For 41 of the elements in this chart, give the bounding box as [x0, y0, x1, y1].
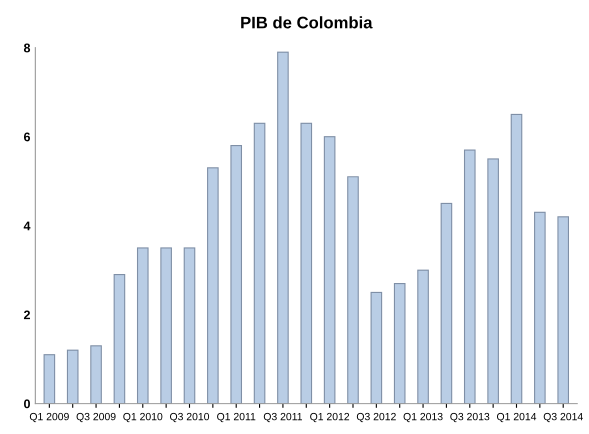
bar [114, 274, 126, 404]
bar [277, 52, 289, 404]
y-tick-label: 6 [24, 132, 30, 142]
bar [207, 167, 219, 404]
bar [347, 176, 359, 404]
x-tick-label: Q3 2013 [450, 412, 490, 422]
bar [66, 350, 79, 404]
y-tick-label: 0 [24, 399, 30, 408]
bar [184, 247, 196, 404]
x-tick-label: Q1 2013 [404, 412, 443, 422]
bar [394, 282, 406, 404]
x-tick-label: Q3 2009 [76, 412, 116, 422]
bar [90, 345, 102, 404]
x-tick-label: Q3 2011 [264, 412, 302, 422]
x-tick-label: Q1 2012 [310, 412, 350, 422]
chart-title: PIB de Colombia [241, 16, 373, 28]
bar [510, 114, 522, 404]
x-tick-label: Q3 2012 [356, 412, 396, 422]
y-tick-label: 8 [24, 44, 30, 52]
bar [440, 202, 452, 404]
bar [557, 216, 570, 404]
bar [370, 292, 382, 404]
x-tick-label: Q3 2014 [544, 412, 583, 422]
bar [417, 270, 429, 404]
x-tick-label: Q1 2009 [30, 412, 69, 422]
bar [136, 247, 149, 404]
y-tick-label: 2 [24, 310, 30, 320]
bar [230, 145, 242, 404]
bar [254, 122, 266, 404]
bar [324, 136, 336, 404]
bar [464, 150, 476, 404]
bar [160, 247, 172, 404]
x-tick-label: Q1 2011 [217, 412, 256, 422]
bar [534, 212, 546, 404]
bar [300, 122, 312, 404]
x-tick-label: Q1 2014 [497, 412, 536, 422]
bar [44, 354, 56, 404]
y-tick-label: 4 [24, 222, 30, 230]
x-tick-label: Q3 2010 [170, 412, 210, 422]
x-tick-label: Q1 2010 [123, 412, 162, 422]
bar [487, 158, 499, 404]
